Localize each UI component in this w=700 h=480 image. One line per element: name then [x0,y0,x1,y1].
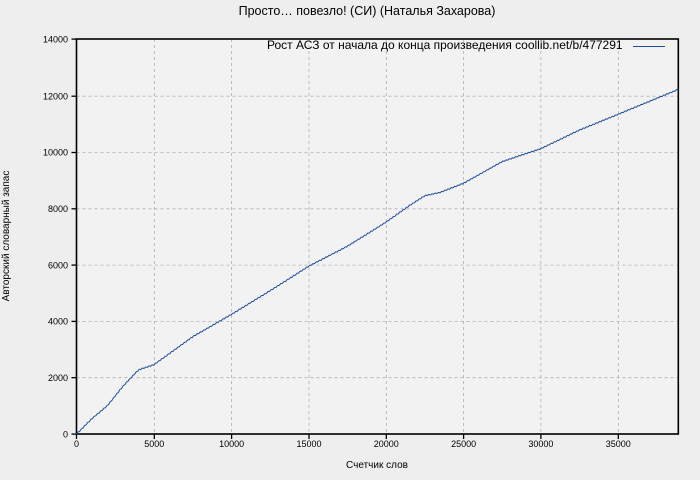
svg-text:0: 0 [63,429,68,439]
svg-text:Просто… повезло! (СИ) (Наталья: Просто… повезло! (СИ) (Наталья Захарова) [239,4,496,18]
svg-text:10000: 10000 [43,148,68,158]
svg-text:5000: 5000 [144,439,164,449]
svg-text:Рост АСЗ от начала до конца пр: Рост АСЗ от начала до конца произведения… [267,38,623,52]
svg-text:12000: 12000 [43,91,68,101]
svg-text:4000: 4000 [48,317,68,327]
svg-text:14000: 14000 [43,34,68,44]
svg-text:20000: 20000 [374,439,399,449]
svg-text:Авторский словарный запас: Авторский словарный запас [1,171,12,302]
svg-text:25000: 25000 [451,439,476,449]
svg-text:0: 0 [74,439,79,449]
svg-text:35000: 35000 [606,439,631,449]
svg-text:8000: 8000 [48,204,68,214]
svg-text:2000: 2000 [48,373,68,383]
svg-text:30000: 30000 [528,439,553,449]
svg-text:6000: 6000 [48,260,68,270]
svg-text:15000: 15000 [296,439,321,449]
svg-text:10000: 10000 [219,439,244,449]
svg-text:Счетчик слов: Счетчик слов [346,460,408,471]
